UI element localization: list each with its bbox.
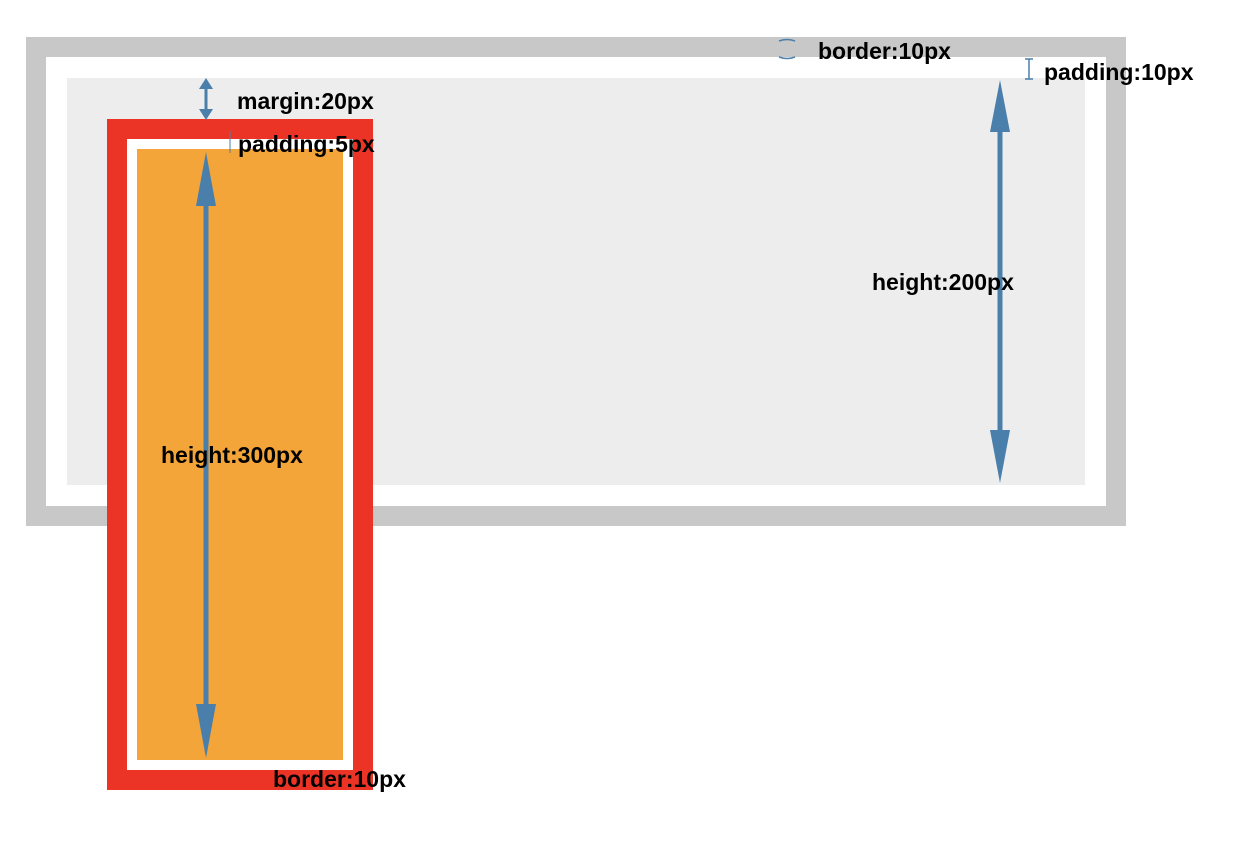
margin-arrow <box>199 78 213 120</box>
outer-padding-tick <box>1025 58 1033 80</box>
outer-height-label: height:200px <box>872 269 1014 295</box>
outer-padding-label: padding:10px <box>1044 59 1194 85</box>
inner-height-label: height:300px <box>161 442 303 468</box>
inner-padding-label: padding:5px <box>238 131 375 157</box>
outer-border-tick <box>778 38 796 60</box>
inner-box-content <box>137 149 343 760</box>
outer-height-arrow <box>990 80 1010 483</box>
inner-border-label: border:10px <box>273 766 406 792</box>
inner-margin-label: margin:20px <box>237 88 374 114</box>
outer-border-label: border:10px <box>818 38 951 64</box>
inner-height-arrow <box>196 152 216 758</box>
